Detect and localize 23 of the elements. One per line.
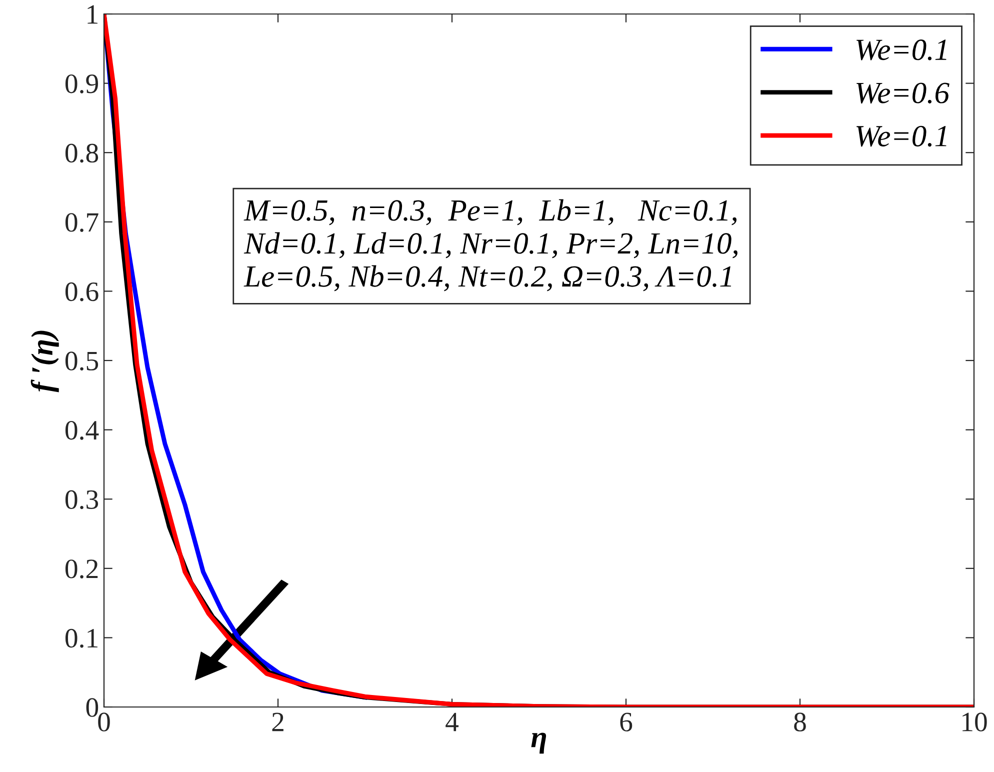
line-series [104, 14, 974, 707]
y-tick-label: 0.2 [65, 560, 98, 578]
y-axis-title: f ′(η) [30, 330, 59, 392]
y-tick-label: 0.8 [65, 144, 98, 163]
x-tick-label: 8 [794, 712, 806, 732]
y-tick-label: 0.1 [65, 628, 98, 648]
x-tick-label: 6 [620, 712, 632, 732]
x-axis-title: η [531, 732, 546, 754]
y-tick-label: 0.7 [65, 213, 98, 232]
legend-label: We=0.1 [856, 40, 946, 60]
y-tick-label: 0.3 [65, 490, 98, 510]
y-tick-label: 0.4 [65, 420, 99, 440]
annotation: M=0.5, n=0.3, Pe=1, Lb=1, Nc=0.1, Nd=0.1, Ld=0.1, Nr=0.1, Pr=2, Ln=10, Le=0.5, Nb=0.4, Nt=0.2, Ω=0.3, Λ=0.1 [244, 199, 738, 292]
y-tick-label: 0.6 [65, 282, 98, 302]
x-tick-label: 2 [272, 712, 284, 732]
x-tick-label: 4 [446, 712, 459, 732]
y-tick-label: 0.5 [65, 352, 98, 371]
x-tick-label: 10 [962, 712, 987, 732]
y-tick-label: 0 [86, 698, 98, 717]
legend-label: We=0.6 [856, 82, 950, 104]
legend-label: We=0.1 [856, 126, 946, 147]
y-tick-label: 1 [88, 5, 98, 24]
y-tick-label: 0.9 [65, 74, 98, 94]
